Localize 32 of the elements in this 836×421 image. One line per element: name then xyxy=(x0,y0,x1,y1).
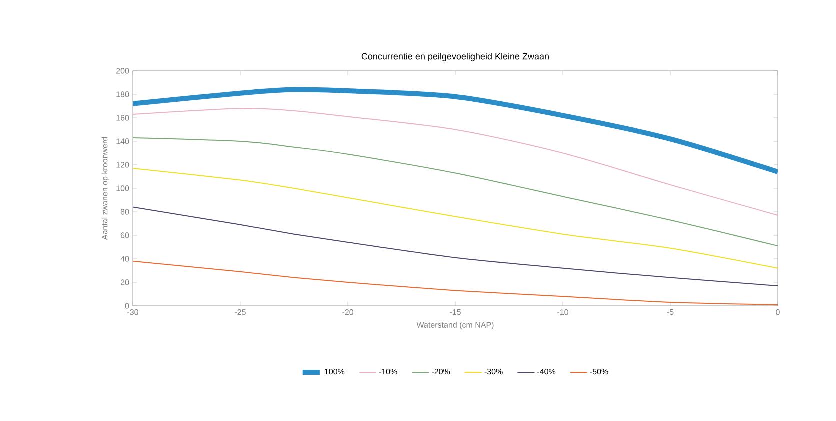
y-tick-label: 80 xyxy=(120,209,130,215)
x-tick-label: -5 xyxy=(667,310,674,316)
y-tick-label: 200 xyxy=(116,68,130,74)
x-tick-label: 0 xyxy=(776,310,780,316)
legend-label: -50% xyxy=(590,368,608,375)
y-tick-label: 40 xyxy=(120,256,130,262)
y-tick-label: 100 xyxy=(116,186,130,192)
legend-label: -30% xyxy=(484,368,503,375)
y-tick-label: 120 xyxy=(116,162,130,168)
line-series xyxy=(133,137,778,247)
legend-label: 100% xyxy=(325,368,345,375)
x-tick-label: -20 xyxy=(342,310,354,316)
x-tick-label: -10 xyxy=(558,310,568,316)
y-tick-label: 180 xyxy=(116,92,130,98)
x-axis-title: Waterstand (cm NAP) xyxy=(416,322,494,330)
y-tick-label: 140 xyxy=(116,138,130,144)
x-tick-label: -30 xyxy=(128,310,138,316)
line-series xyxy=(133,168,778,269)
y-tick-label: 0 xyxy=(125,303,130,309)
y-tick-label: 20 xyxy=(120,280,130,286)
legend-label: -20% xyxy=(432,368,450,375)
legend-label: -40% xyxy=(538,368,556,375)
y-tick-label: 160 xyxy=(116,115,130,121)
chart-title: Concurrentie en peilgevoeligheid Kleine Zwaan xyxy=(362,53,549,62)
y-tick-label: 60 xyxy=(120,232,130,238)
y-axis-title: Aantal zwanen op kroonwerd xyxy=(102,137,110,240)
line-series xyxy=(133,206,778,287)
line-series xyxy=(133,260,778,306)
x-tick-label: -15 xyxy=(450,310,461,316)
x-tick-label: -25 xyxy=(235,310,246,316)
legend-label: -10% xyxy=(379,368,398,375)
line-series xyxy=(133,108,778,216)
